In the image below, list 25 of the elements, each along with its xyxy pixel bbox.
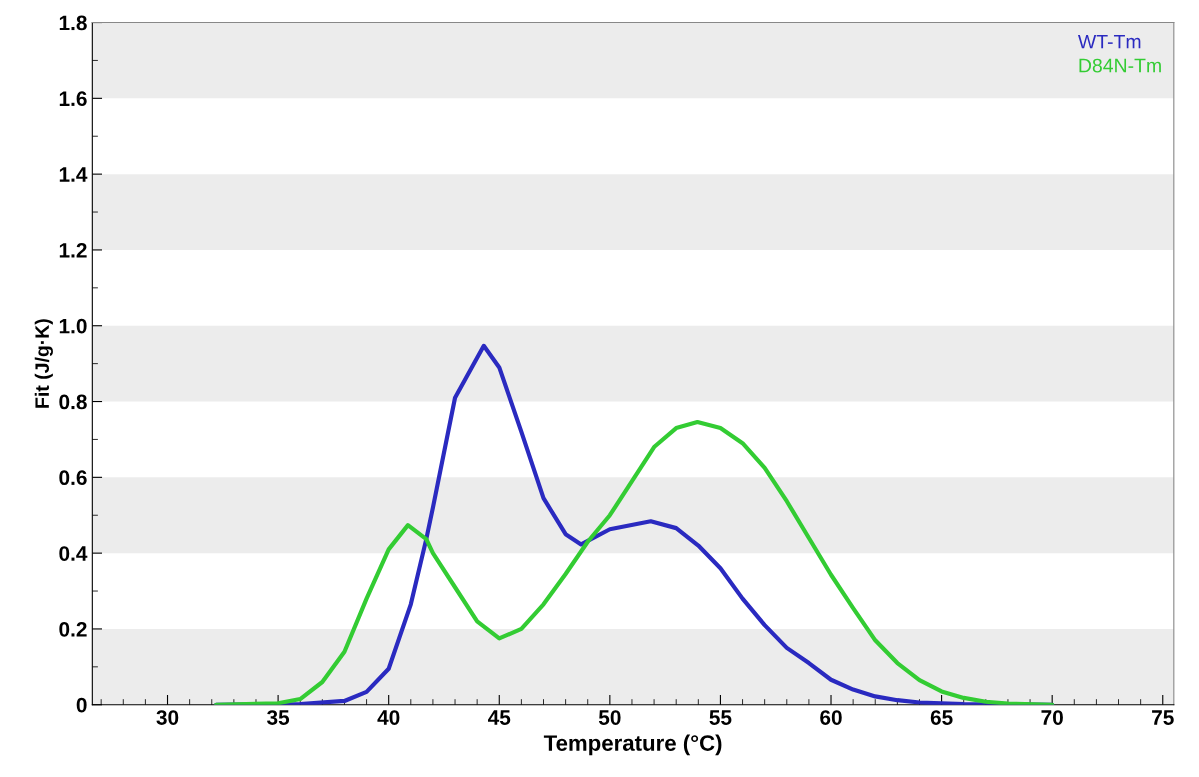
text: D84N-Tm bbox=[1079, 58, 1161, 73]
y-tick-label: 0 bbox=[76, 697, 87, 713]
y-tick-label: 1.4 bbox=[59, 167, 88, 182]
x-tick-label: 75 bbox=[1152, 710, 1174, 725]
x-tick-label: 70 bbox=[1041, 710, 1063, 725]
y-tick-label: 0.6 bbox=[59, 470, 87, 486]
x-tick-label: 40 bbox=[377, 710, 400, 725]
x-tick-label: 45 bbox=[488, 710, 511, 725]
line-series bbox=[214, 419, 1055, 705]
x-tick-label: 55 bbox=[709, 710, 732, 725]
x-axis-title: Temperature (°C) bbox=[543, 734, 722, 756]
y-tick-label: 1.0 bbox=[59, 318, 87, 334]
y-tick-label: 1.2 bbox=[59, 242, 87, 258]
y-tick-label: 0.8 bbox=[59, 394, 87, 410]
y-tick-label: 1.8 bbox=[59, 15, 87, 31]
x-tick-label: 60 bbox=[820, 710, 842, 725]
text: WT-Tm bbox=[1077, 34, 1141, 49]
x-tick-label: 30 bbox=[156, 710, 179, 725]
x-tick-label: 50 bbox=[598, 710, 621, 725]
y-tick-label: 1.6 bbox=[59, 91, 87, 107]
x-tick-label: 65 bbox=[930, 710, 953, 725]
y-tick-label: 0.4 bbox=[59, 546, 88, 561]
y-axis-title: Fit (J/g·K) bbox=[34, 319, 53, 408]
y-tick-label: 0.2 bbox=[59, 621, 87, 637]
x-tick-label: 35 bbox=[267, 710, 290, 725]
